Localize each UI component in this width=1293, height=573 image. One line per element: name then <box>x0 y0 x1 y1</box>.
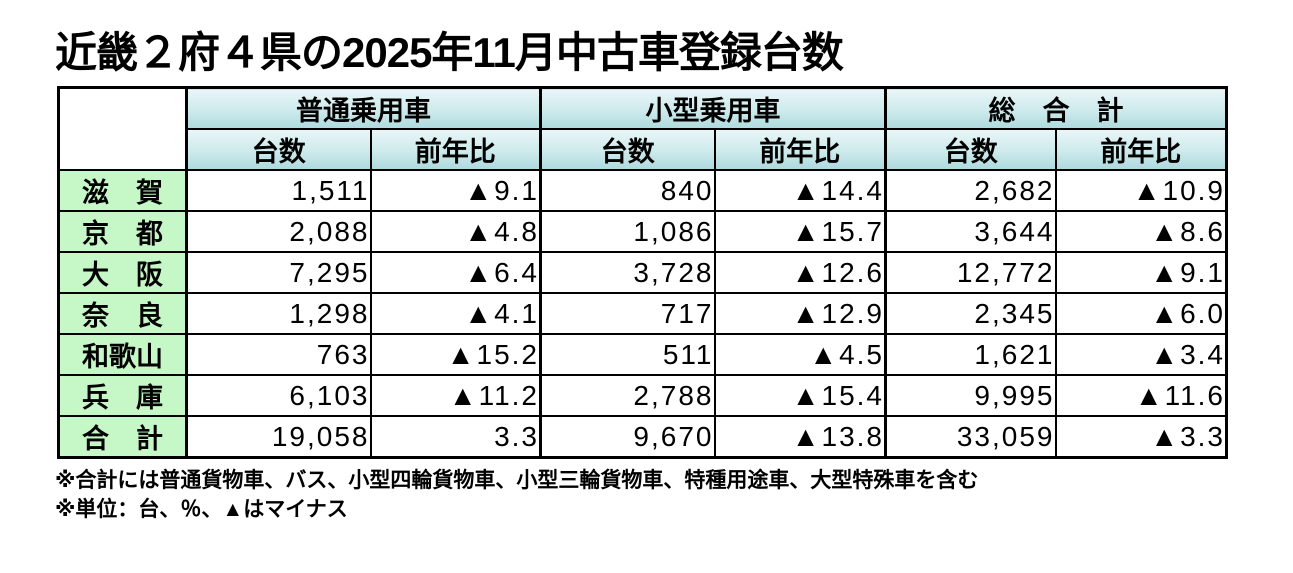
table-cell: ▲14.4 <box>713 169 887 213</box>
corner-cell <box>57 86 188 172</box>
table-cell: ▲9.1 <box>1054 251 1228 295</box>
subheader-units: 台数 <box>539 128 716 172</box>
subheader-yoy: 前年比 <box>1054 128 1228 172</box>
table-cell: ▲8.6 <box>1054 210 1228 254</box>
table-cell: 1,511 <box>185 169 372 213</box>
group-header-small-cars: 小型乗用車 <box>539 86 887 131</box>
subheader-units: 台数 <box>884 128 1057 172</box>
table-cell: 511 <box>539 333 716 377</box>
table-cell: ▲11.2 <box>369 374 542 418</box>
table-cell: 2,788 <box>539 374 716 418</box>
table-subheader-row: 台数 前年比 台数 前年比 台数 前年比 <box>59 128 1228 172</box>
table-row-shiga: 滋 賀 1,511 ▲9.1 840 ▲14.4 2,682 ▲10.9 <box>57 169 1228 213</box>
table-cell: 9,995 <box>884 374 1057 418</box>
table-cell: ▲11.6 <box>1054 374 1228 418</box>
row-header-shiga: 滋 賀 <box>57 169 188 213</box>
table-cell: 33,059 <box>884 415 1057 459</box>
row-header-nara: 奈 良 <box>57 292 188 336</box>
row-header-total: 合 計 <box>57 415 188 459</box>
table-row-total: 合 計 19,058 3.3 9,670 ▲13.8 33,059 ▲3.3 <box>57 415 1228 459</box>
subheader-units: 台数 <box>185 128 372 172</box>
table-cell: ▲15.7 <box>713 210 887 254</box>
subheader-yoy: 前年比 <box>713 128 887 172</box>
table-row-nara: 奈 良 1,298 ▲4.1 717 ▲12.9 2,345 ▲6.0 <box>57 292 1228 336</box>
table-cell: 3.3 <box>369 415 542 459</box>
table-cell: ▲15.2 <box>369 333 542 377</box>
table-cell: 3,644 <box>884 210 1057 254</box>
table-cell: ▲15.4 <box>713 374 887 418</box>
table-cell: 2,345 <box>884 292 1057 336</box>
footnote-scope: ※合計には普通貨物車、バス、小型四輪貨物車、小型三輪貨物車、特種用途車、大型特殊… <box>55 469 979 493</box>
row-header-osaka: 大 阪 <box>57 251 188 295</box>
table-cell: 717 <box>539 292 716 336</box>
table-cell: 3,728 <box>539 251 716 295</box>
row-header-hyogo: 兵 庫 <box>57 374 188 418</box>
table-cell: ▲3.4 <box>1054 333 1228 377</box>
table-cell: ▲4.5 <box>713 333 887 377</box>
table-cell: 763 <box>185 333 372 377</box>
group-header-standard-cars: 普通乗用車 <box>185 86 542 131</box>
table-group-header-row: 普通乗用車 小型乗用車 総 合 計 <box>57 86 1228 172</box>
table-cell: 1,086 <box>539 210 716 254</box>
table-cell: ▲4.1 <box>369 292 542 336</box>
row-header-kyoto: 京 都 <box>57 210 188 254</box>
table-cell: ▲4.8 <box>369 210 542 254</box>
group-header-grand-total: 総 合 計 <box>884 86 1228 131</box>
table-cell: 7,295 <box>185 251 372 295</box>
table-cell: 840 <box>539 169 716 213</box>
page-title: 近畿２府４県の2025年11月中古車登録台数 <box>55 29 844 76</box>
table-cell: ▲12.9 <box>713 292 887 336</box>
footnote-units: ※単位：台、％、▲はマイナス <box>55 497 348 521</box>
subheader-yoy: 前年比 <box>369 128 542 172</box>
table-cell: ▲3.3 <box>1054 415 1228 459</box>
table-cell: 12,772 <box>884 251 1057 295</box>
table-cell: ▲10.9 <box>1054 169 1228 213</box>
table-row-wakayama: 和歌山 763 ▲15.2 511 ▲4.5 1,621 ▲3.4 <box>57 333 1228 377</box>
table-cell: 9,670 <box>539 415 716 459</box>
table-cell: ▲13.8 <box>713 415 887 459</box>
table-cell: ▲12.6 <box>713 251 887 295</box>
table-cell: 6,103 <box>185 374 372 418</box>
footnotes: ※合計には普通貨物車、バス、小型四輪貨物車、小型三輪貨物車、特種用途車、大型特殊… <box>55 467 1293 524</box>
row-header-wakayama: 和歌山 <box>57 333 188 377</box>
table-cell: 19,058 <box>185 415 372 459</box>
table-cell: ▲6.4 <box>369 251 542 295</box>
table-cell: 2,682 <box>884 169 1057 213</box>
table-cell: 1,621 <box>884 333 1057 377</box>
table-cell: 2,088 <box>185 210 372 254</box>
registration-table: 普通乗用車 小型乗用車 総 合 計 台数 前年比 台数 前年比 台数 前年比 滋… <box>57 86 1228 460</box>
table-row-kyoto: 京 都 2,088 ▲4.8 1,086 ▲15.7 3,644 ▲8.6 <box>57 210 1228 254</box>
table-row-osaka: 大 阪 7,295 ▲6.4 3,728 ▲12.6 12,772 ▲9.1 <box>57 251 1228 295</box>
table-cell: 1,298 <box>185 292 372 336</box>
table-cell: ▲9.1 <box>369 169 542 213</box>
table-row-hyogo: 兵 庫 6,103 ▲11.2 2,788 ▲15.4 9,995 ▲11.6 <box>57 374 1228 418</box>
table-cell: ▲6.0 <box>1054 292 1228 336</box>
